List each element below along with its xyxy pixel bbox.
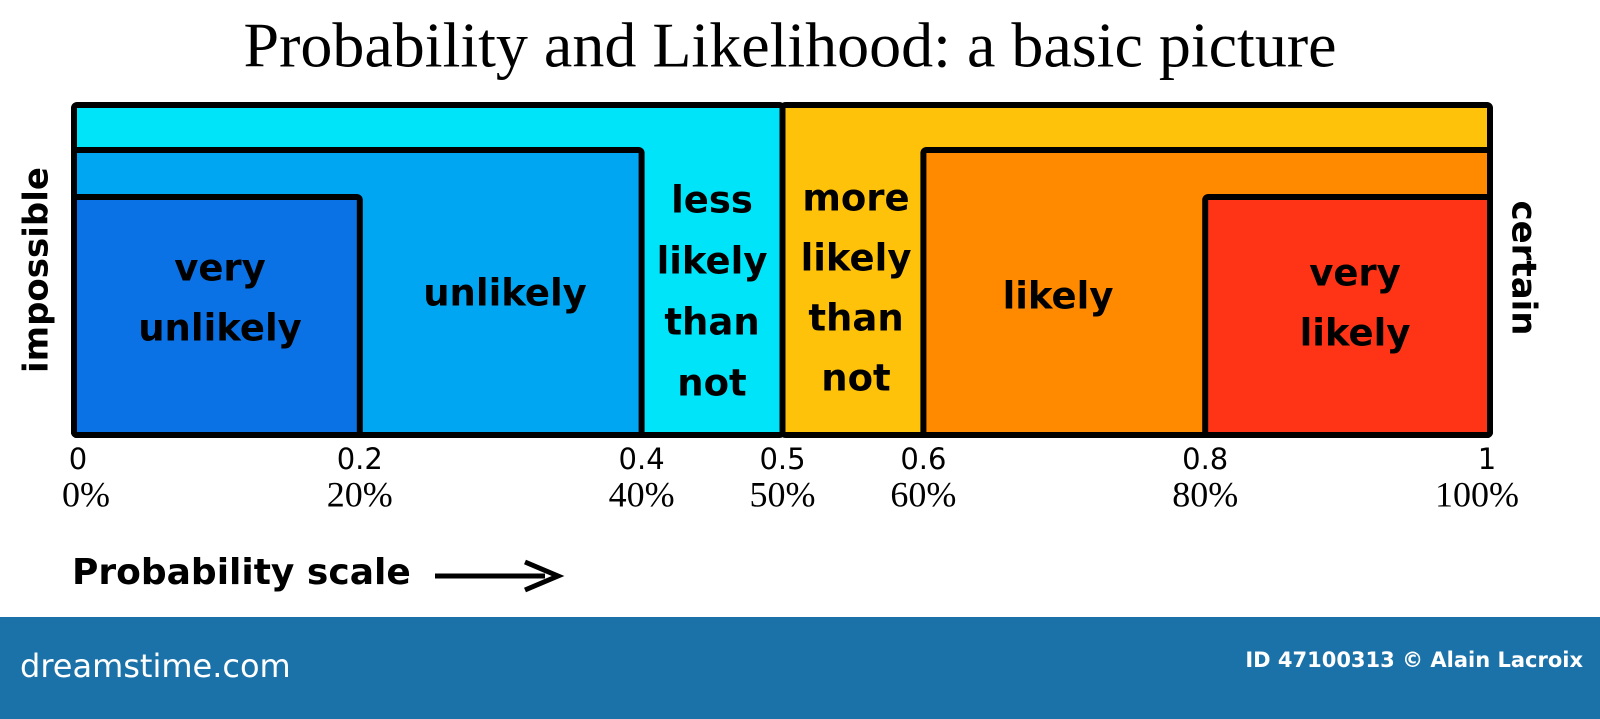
region-label: likely bbox=[1300, 312, 1411, 355]
region-label: unlikely bbox=[138, 307, 302, 350]
footer-band bbox=[0, 617, 1600, 719]
tick-percent: 0% bbox=[62, 474, 110, 514]
region-label: not bbox=[821, 357, 890, 400]
tick-value: 1 bbox=[1478, 442, 1496, 476]
tick-percent: 50% bbox=[750, 474, 816, 514]
tick-percent: 40% bbox=[609, 474, 675, 514]
scale-box bbox=[71, 194, 363, 438]
region-label: unlikely bbox=[423, 272, 587, 315]
scale-caption: Probability scale bbox=[72, 552, 411, 593]
region-labels: very unlikely unlikely less likely than not mor… bbox=[138, 177, 1410, 405]
tick-percent: 80% bbox=[1172, 474, 1238, 514]
footer-credit: ID 47100313 © Alain Lacroix bbox=[1245, 648, 1583, 672]
region-label: likely bbox=[657, 240, 768, 283]
title: Probability and Likelihood: a basic pict… bbox=[243, 10, 1336, 81]
tick-value: 0.8 bbox=[1182, 442, 1228, 476]
region-label: less bbox=[671, 179, 753, 222]
region-label: than bbox=[808, 297, 903, 340]
region-label: likely bbox=[801, 237, 912, 280]
tick-value: 0 bbox=[69, 442, 87, 476]
tick-percent: 20% bbox=[327, 474, 393, 514]
arrow-head bbox=[524, 559, 565, 593]
region-label: very bbox=[1309, 252, 1401, 295]
tick-percent: 100% bbox=[1435, 474, 1519, 514]
region-label: not bbox=[677, 362, 746, 405]
tick-value: 0.5 bbox=[759, 442, 805, 476]
region-label: very bbox=[174, 247, 266, 290]
side-label-left: impossible bbox=[17, 167, 57, 373]
tick-value: 0.4 bbox=[619, 442, 665, 476]
region-label: more bbox=[802, 177, 909, 220]
side-label-right: certain bbox=[1504, 200, 1544, 335]
tick-value: 0.6 bbox=[900, 442, 946, 476]
scale-boxes bbox=[71, 102, 1493, 438]
footer-site: dreamstime.com bbox=[20, 647, 291, 685]
region-label: than bbox=[664, 301, 759, 344]
tick-value: 0.2 bbox=[337, 442, 383, 476]
tick-percent: 60% bbox=[890, 474, 956, 514]
scale-box bbox=[1202, 194, 1493, 438]
region-label: likely bbox=[1003, 275, 1114, 318]
